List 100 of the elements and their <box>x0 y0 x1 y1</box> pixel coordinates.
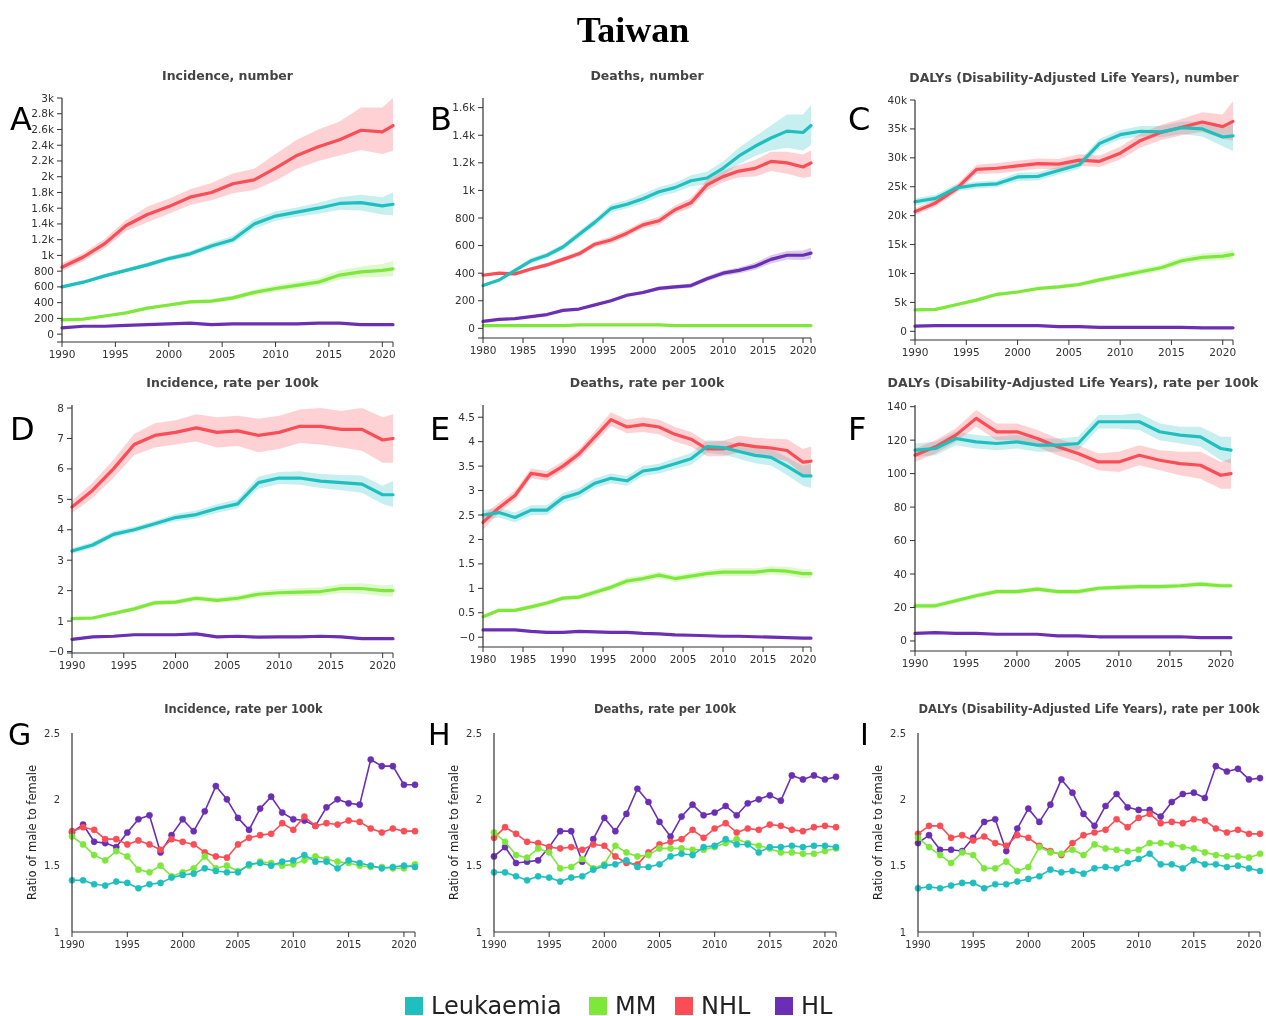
y-tick-label: 2.5 <box>466 727 482 739</box>
x-tick-label: 2000 <box>1015 939 1042 950</box>
x-tick-label: 2020 <box>391 939 417 950</box>
y-tick-label: 800 <box>33 264 54 277</box>
legend-label: MM <box>615 992 657 1016</box>
x-tick-label: 2000 <box>629 653 657 665</box>
y-tick-label: 2.6k <box>31 122 55 135</box>
chart-title: Deaths, number <box>590 68 705 83</box>
x-tick-label: 2000 <box>1003 657 1031 669</box>
y-tick-label: 5k <box>894 295 908 308</box>
x-tick-label: 2010 <box>1106 346 1134 358</box>
text: G <box>8 717 32 752</box>
y-tick-label: 2 <box>899 793 906 805</box>
y-tick-label: 3 <box>57 553 64 566</box>
x-tick-label: 2020 <box>368 348 396 360</box>
x-tick-label: 2015 <box>757 939 783 950</box>
y-tick-label: 25k <box>887 180 908 193</box>
x-tick-label: 2005 <box>1070 939 1097 950</box>
x-tick-label: 1980 <box>469 653 497 665</box>
y-tick-label: 200 <box>454 294 475 307</box>
y-tick-label: 1.5 <box>890 860 906 872</box>
y-axis-title: Ratio of male to female <box>447 765 461 900</box>
x-tick-label: 2015 <box>1158 346 1185 358</box>
x-tick-label: 2005 <box>213 659 241 671</box>
x-tick-label: 1990 <box>58 659 86 671</box>
x-tick-label: 1990 <box>905 939 931 950</box>
y-tick-label: 35k <box>887 122 908 135</box>
chart-title: Deaths, rate per 100k <box>593 702 737 716</box>
x-tick-label: 2005 <box>225 939 251 950</box>
y-tick-label: 2.4k <box>31 138 55 151</box>
y-tick-label: 1 <box>899 926 906 938</box>
y-tick-label: 140 <box>886 400 907 413</box>
x-tick-label: 1995 <box>114 939 141 950</box>
y-tick-label: 0 <box>900 324 907 337</box>
y-tick-label: 7 <box>57 431 64 444</box>
y-tick-label: 3.5 <box>458 459 475 472</box>
x-tick-label: 2010 <box>1125 939 1152 950</box>
y-tick-label: −0 <box>48 644 64 657</box>
y-tick-label: 120 <box>886 433 907 446</box>
legend-label: NHL <box>701 992 751 1016</box>
y-tick-label: 1k <box>41 248 55 261</box>
y-tick-label: 40 <box>893 567 907 580</box>
y-tick-label: −0 <box>459 630 475 643</box>
y-tick-label: 2k <box>41 170 55 183</box>
y-tick-label: 0 <box>468 321 475 334</box>
x-tick-label: 2015 <box>1156 657 1184 669</box>
y-tick-label: 1k <box>462 183 476 196</box>
y-tick-label: 20 <box>893 600 907 613</box>
y-tick-label: 8 <box>57 401 64 414</box>
y-tick-label: 20k <box>887 209 908 222</box>
y-tick-label: 0 <box>900 634 907 647</box>
x-tick-label: 2010 <box>709 653 737 665</box>
y-tick-label: 400 <box>33 296 54 309</box>
y-tick-label: 1.2k <box>452 156 476 169</box>
x-tick-label: 2015 <box>317 659 345 671</box>
x-tick-label: 2010 <box>701 939 728 950</box>
y-tick-label: 0.5 <box>458 606 475 619</box>
y-tick-label: 1.2k <box>31 233 55 246</box>
text: H <box>428 717 451 752</box>
y-tick-label: 5 <box>57 492 64 505</box>
x-tick-label: 1990 <box>901 346 929 358</box>
x-tick-label: 2000 <box>591 939 618 950</box>
text: B <box>430 100 452 138</box>
x-tick-label: 2000 <box>162 659 189 671</box>
y-tick-label: 600 <box>454 239 475 252</box>
y-tick-label: 30k <box>887 151 908 164</box>
x-tick-label: 2010 <box>262 348 289 360</box>
x-tick-label: 1990 <box>59 939 85 950</box>
x-tick-label: 1990 <box>549 344 577 356</box>
text: D <box>10 410 35 448</box>
x-tick-label: 2005 <box>669 653 697 665</box>
x-tick-label: 1995 <box>952 657 980 669</box>
chart-title: DALYs (Disability-Adjusted Life Years), rate per 100k <box>887 375 1260 390</box>
y-tick-label: 1 <box>53 926 60 938</box>
y-tick-label: 80 <box>893 500 907 513</box>
x-tick-label: 2020 <box>789 344 817 356</box>
y-tick-label: 100 <box>886 467 907 480</box>
y-tick-label: 2.8k <box>31 107 55 120</box>
legend-label: Leukaemia <box>431 992 562 1016</box>
y-tick-label: 1.5 <box>458 557 475 570</box>
x-tick-label: 2015 <box>749 653 777 665</box>
y-tick-label: 600 <box>33 280 54 293</box>
text: C <box>848 100 871 138</box>
y-tick-label: 1.6k <box>31 201 55 214</box>
x-tick-label: 2020 <box>369 659 397 671</box>
y-tick-label: 2 <box>53 793 60 805</box>
y-tick-label: 2.2k <box>31 154 55 167</box>
y-tick-label: 3k <box>41 91 55 104</box>
text: Taiwan <box>576 10 690 50</box>
y-tick-label: 4 <box>468 435 476 448</box>
y-tick-label: 1 <box>475 926 482 938</box>
x-tick-label: 1990 <box>549 653 577 665</box>
x-tick-label: 1995 <box>102 348 129 360</box>
y-tick-label: 2.5 <box>458 508 475 521</box>
y-tick-label: 400 <box>454 266 475 279</box>
chart-title: Incidence, rate per 100k <box>146 375 320 390</box>
x-tick-label: 2020 <box>1236 939 1262 950</box>
x-tick-label: 2020 <box>812 939 838 950</box>
x-tick-label: 2005 <box>208 348 236 360</box>
x-tick-label: 2010 <box>280 939 307 950</box>
